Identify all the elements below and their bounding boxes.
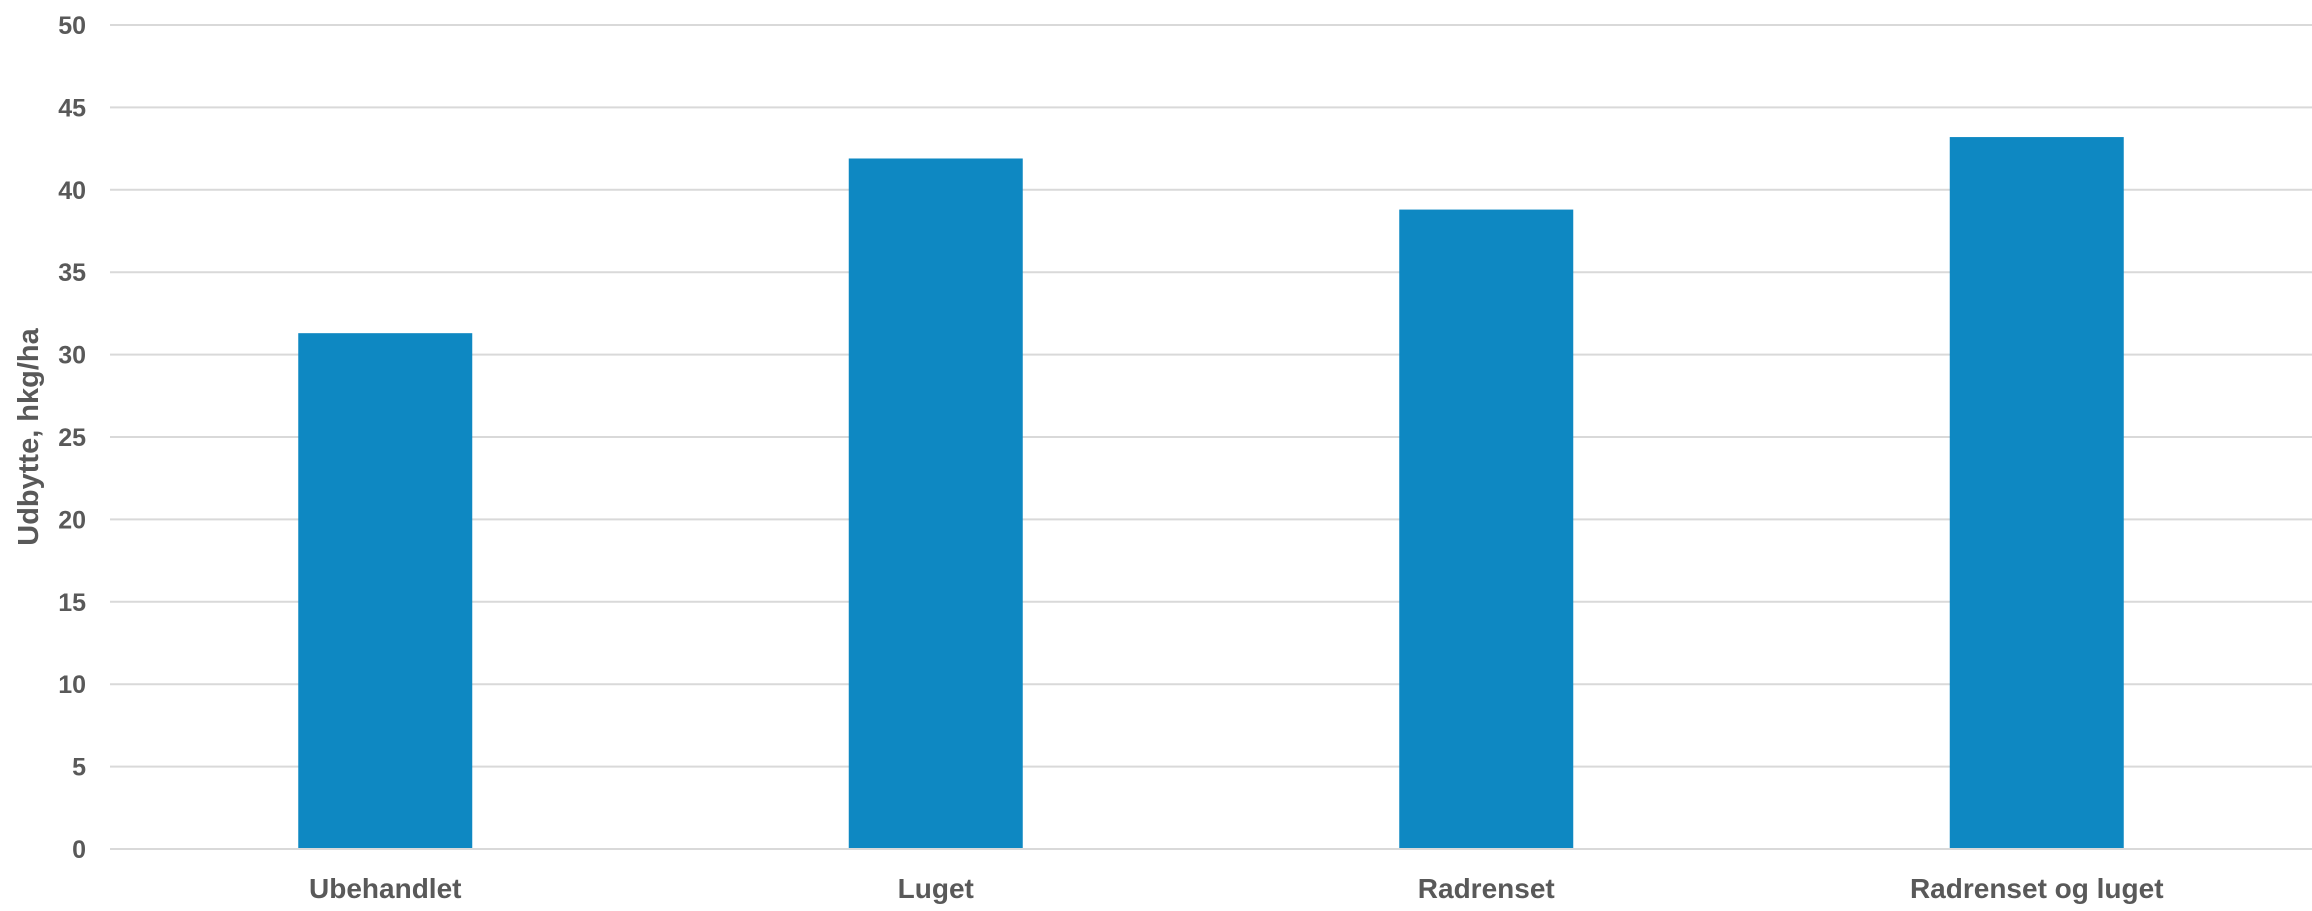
y-tick-label: 25 <box>58 424 86 452</box>
bar-radrenset <box>1399 209 1574 850</box>
x-tick-label: Radrenset og luget <box>1910 873 2164 904</box>
x-tick-label: Radrenset <box>1418 873 1555 904</box>
y-tick-label: 40 <box>58 177 86 205</box>
y-tick-label: 10 <box>58 671 86 699</box>
y-axis-label: Udbytte, hkg/ha <box>13 327 45 545</box>
y-tick-label: 15 <box>58 589 86 617</box>
y-tick-label: 50 <box>58 12 86 40</box>
y-tick-label: 5 <box>72 754 86 782</box>
bar-radrenset-og-luget <box>1949 137 2124 850</box>
y-tick-label: 30 <box>58 342 86 370</box>
x-axis-labels: Ubehandlet Luget Radrenset Radrenset og lug… <box>309 873 2164 904</box>
y-tick-label: 35 <box>58 259 86 287</box>
y-tick-label: 20 <box>58 506 86 534</box>
gridlines <box>110 24 2312 768</box>
y-tick-label: 0 <box>72 836 86 864</box>
bars <box>298 137 2124 850</box>
x-tick-label: Ubehandlet <box>309 873 461 904</box>
bar-ubehandlet <box>298 333 473 849</box>
y-axis-ticks: 0 5 10 15 20 25 30 35 40 45 50 <box>58 12 86 864</box>
bar-luget <box>848 158 1023 849</box>
y-tick-label: 45 <box>58 94 86 122</box>
x-tick-label: Luget <box>898 873 974 904</box>
